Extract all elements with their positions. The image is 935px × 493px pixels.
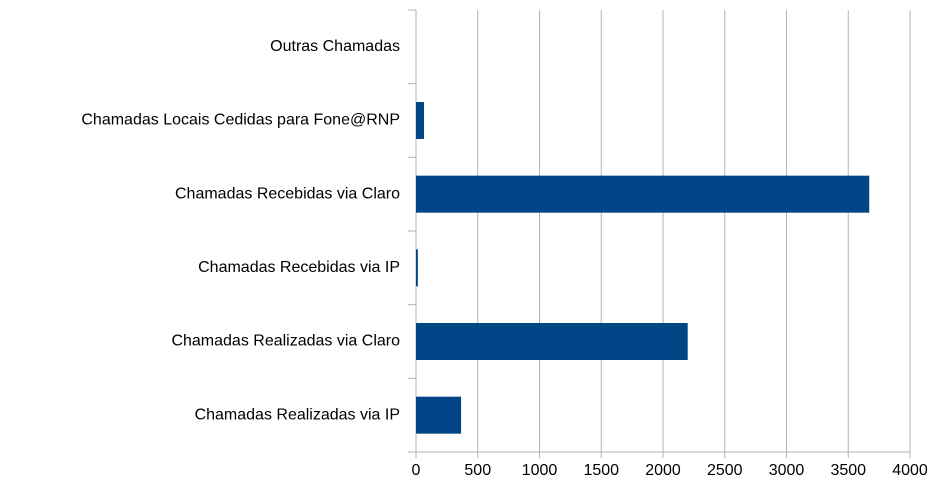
bar <box>416 175 870 213</box>
y-tick-label: Chamadas Recebidas via Claro <box>175 185 400 202</box>
y-tick-label: Chamadas Recebidas via IP <box>198 259 400 276</box>
x-tick-label: 1000 <box>522 462 558 479</box>
x-tick-label: 0 <box>412 462 421 479</box>
bar <box>416 102 425 139</box>
bar <box>416 396 462 434</box>
x-tick-label: 2000 <box>645 462 681 479</box>
y-tick-label: Chamadas Realizadas via Claro <box>171 333 400 350</box>
y-tick-label: Chamadas Locais Cedidas para Fone@RNP <box>81 112 400 129</box>
x-tick-label: 4000 <box>892 462 928 479</box>
x-tick-label: 500 <box>464 462 491 479</box>
x-tick-label: 3500 <box>830 462 866 479</box>
x-tick-label: 2500 <box>707 462 743 479</box>
y-tick-label: Chamadas Realizadas via IP <box>195 406 400 423</box>
x-tick-label: 3000 <box>769 462 805 479</box>
y-tick-label: Outras Chamadas <box>270 38 400 55</box>
bar <box>416 323 688 360</box>
x-tick-label: 1500 <box>583 462 619 479</box>
bar <box>416 249 418 287</box>
